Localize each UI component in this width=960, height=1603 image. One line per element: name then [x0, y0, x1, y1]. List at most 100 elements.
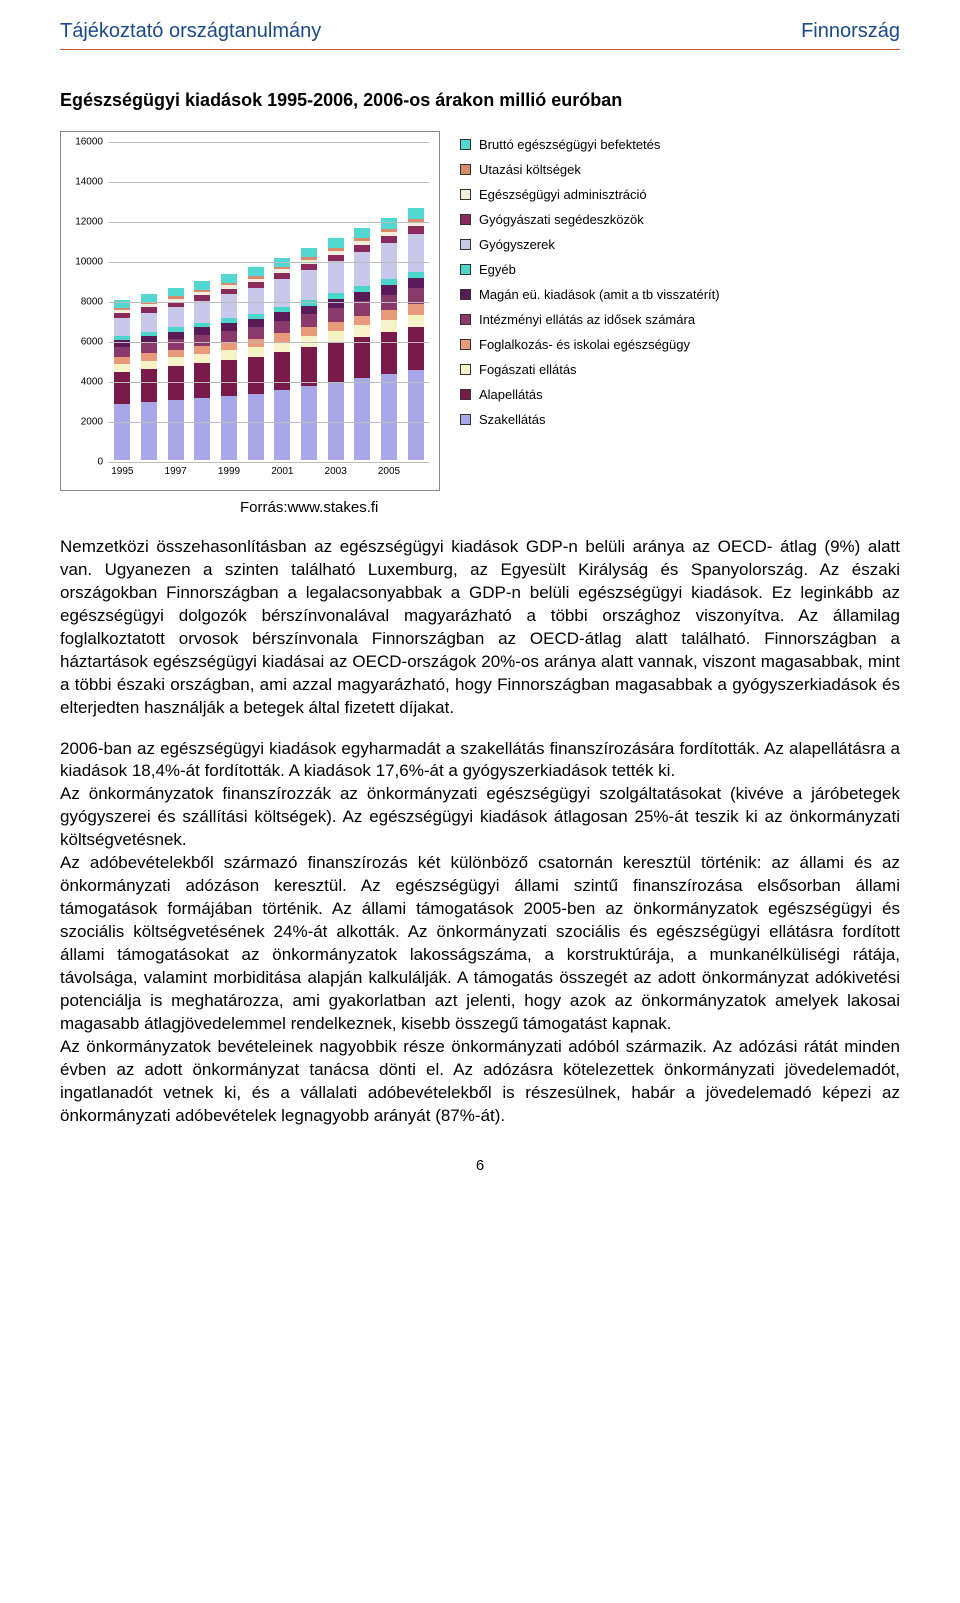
bar-segment — [248, 327, 264, 339]
bar-segment — [328, 331, 344, 342]
bar-segment — [328, 299, 344, 308]
y-tick: 8000 — [81, 297, 103, 308]
legend-label: Egészségügyi adminisztráció — [479, 187, 647, 202]
bar-segment — [381, 332, 397, 374]
bar-segment — [168, 350, 184, 357]
x-tick: 2003 — [325, 466, 347, 477]
legend-item: Gyógyszerek — [460, 237, 900, 252]
bar-segment — [328, 261, 344, 293]
bar-segment — [141, 369, 157, 402]
y-axis: 0200040006000800010000120001400016000 — [61, 142, 107, 460]
y-tick: 0 — [97, 457, 103, 468]
legend-item: Szakellátás — [460, 412, 900, 427]
bar-column — [114, 300, 130, 460]
x-tick: 2001 — [271, 466, 293, 477]
legend-label: Utazási költségek — [479, 162, 581, 177]
bar-segment — [381, 374, 397, 460]
legend-item: Utazási költségek — [460, 162, 900, 177]
chart-block: 0200040006000800010000120001400016000 19… — [60, 131, 900, 491]
legend-item: Egyéb — [460, 262, 900, 277]
bar-segment — [168, 366, 184, 400]
legend-swatch — [460, 214, 471, 225]
page-number: 6 — [60, 1157, 900, 1174]
legend-swatch — [460, 164, 471, 175]
bar-segment — [328, 308, 344, 322]
bar-column — [168, 288, 184, 460]
bar-segment — [354, 337, 370, 378]
bar-segment — [141, 343, 157, 353]
chart-plot — [109, 142, 429, 460]
chart-legend: Bruttó egészségügyi befektetésUtazási kö… — [460, 131, 900, 491]
bar-segment — [248, 339, 264, 347]
bar-segment — [301, 248, 317, 258]
bar-segment — [141, 402, 157, 460]
chart-area: 0200040006000800010000120001400016000 19… — [60, 131, 440, 491]
bar-segment — [114, 372, 130, 404]
legend-label: Fogászati ellátás — [479, 362, 577, 377]
bar-segment — [274, 342, 290, 352]
bar-segment — [221, 274, 237, 283]
bar-segment — [408, 226, 424, 233]
bar-segment — [114, 318, 130, 336]
bar-segment — [408, 315, 424, 327]
legend-swatch — [460, 339, 471, 350]
header-left: Tájékoztató országtanulmány — [60, 20, 321, 43]
legend-swatch — [460, 364, 471, 375]
bar-segment — [248, 357, 264, 394]
body-paragraph: 2006-ban az egészségügyi kiadások egyhar… — [60, 738, 900, 1128]
bar-segment — [114, 364, 130, 372]
legend-swatch — [460, 264, 471, 275]
bar-segment — [301, 327, 317, 336]
bar-segment — [354, 316, 370, 326]
gridline — [109, 342, 429, 343]
bar-segment — [274, 321, 290, 333]
bar-segment — [141, 353, 157, 360]
bar-segment — [248, 267, 264, 276]
legend-label: Gyógyászati segédeszközök — [479, 212, 644, 227]
bar-segment — [221, 323, 237, 331]
legend-label: Foglalkozás- és iskolai egészségügy — [479, 337, 690, 352]
bar-segment — [328, 255, 344, 262]
header-right: Finnország — [801, 20, 900, 43]
gridline — [109, 262, 429, 263]
legend-item: Gyógyászati segédeszközök — [460, 212, 900, 227]
bar-segment — [354, 228, 370, 238]
bar-segment — [354, 245, 370, 252]
y-tick: 4000 — [81, 377, 103, 388]
x-tick: 1999 — [218, 466, 240, 477]
bar-segment — [221, 396, 237, 460]
y-tick: 2000 — [81, 417, 103, 428]
bar-column — [301, 248, 317, 460]
bar-column — [194, 281, 210, 460]
gridline — [109, 142, 429, 143]
bar-segment — [408, 304, 424, 314]
bar-segment — [408, 208, 424, 219]
legend-label: Magán eü. kiadások (amit a tb visszatérí… — [479, 287, 720, 302]
legend-swatch — [460, 189, 471, 200]
x-tick: 1995 — [111, 466, 133, 477]
bar-column — [141, 294, 157, 460]
bar-segment — [168, 307, 184, 327]
bar-column — [328, 238, 344, 460]
x-tick: 2005 — [378, 466, 400, 477]
bar-segment — [274, 279, 290, 307]
bar-segment — [301, 386, 317, 460]
bar-segment — [301, 306, 317, 315]
gridline — [109, 302, 429, 303]
legend-item: Alapellátás — [460, 387, 900, 402]
bar-segment — [408, 327, 424, 370]
legend-swatch — [460, 389, 471, 400]
bar-segment — [354, 252, 370, 286]
bar-segment — [248, 394, 264, 460]
bar-segment — [114, 357, 130, 364]
bar-segment — [168, 357, 184, 366]
bar-column — [381, 218, 397, 460]
section-title: Egészségügyi kiadások 1995-2006, 2006-os… — [60, 90, 900, 111]
bar-segment — [328, 342, 344, 382]
bar-segment — [274, 390, 290, 460]
bar-segment — [168, 288, 184, 296]
gridline — [109, 222, 429, 223]
x-axis: 1995 1997 1999 2001 2003 2005 — [109, 462, 429, 490]
x-tick: 1997 — [165, 466, 187, 477]
bar-segment — [381, 236, 397, 243]
